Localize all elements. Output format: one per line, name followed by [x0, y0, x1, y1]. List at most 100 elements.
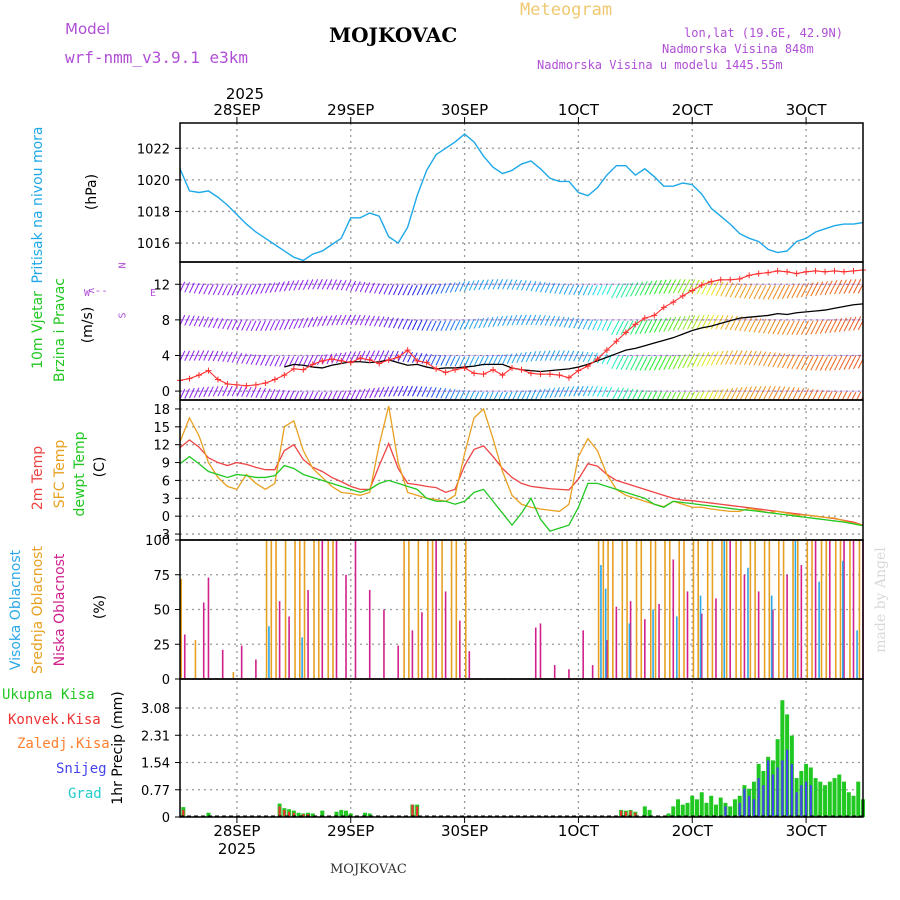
wind-barb-line [231, 319, 238, 331]
wind-barb-line [241, 353, 247, 364]
wind-barb-line [184, 388, 190, 399]
wind-barb-line [198, 387, 205, 398]
wind-barb-line [554, 387, 560, 398]
wind-barb-line [729, 315, 738, 331]
wind-barb-line [307, 355, 314, 366]
wind-barb-line [497, 315, 504, 327]
wind-gust-marker [841, 268, 848, 275]
precip-snow-bar [795, 792, 798, 817]
wind-barb-line [680, 391, 686, 400]
wind-barb-line [511, 279, 518, 290]
precip-total-bar [699, 792, 704, 817]
wind-barb-line [791, 283, 800, 299]
wind-barb-line [449, 389, 456, 400]
wind-barb-line [587, 385, 594, 397]
wind-barb-line [834, 355, 843, 371]
wind-barb-line [710, 351, 719, 366]
wind-barb-line [729, 350, 738, 365]
precip-snow-bar [752, 799, 756, 817]
precip-total-bar [846, 792, 851, 817]
legend-frozen-rain: Zaledj.Kisa [17, 736, 110, 752]
wind-barb-line [440, 355, 447, 366]
wind-barb-line [302, 279, 309, 290]
wind-barb-line [364, 282, 371, 293]
wind-barb-line [236, 284, 243, 296]
wind-barb-line [698, 390, 705, 400]
wind-barb-line [307, 317, 314, 328]
wind-barb-line [374, 387, 380, 398]
bottom-date-label: 28SEP [213, 822, 260, 840]
wind-barb-line [762, 385, 772, 400]
precip-total-bar [823, 785, 828, 817]
wind-barb-line [573, 386, 579, 397]
wind-barb-line [535, 314, 541, 326]
wind-barb-line [402, 318, 409, 330]
wind-barb-line [279, 356, 285, 367]
wind-barb-line [696, 352, 705, 367]
precip-total-bar [713, 804, 718, 817]
precip-conv-bar [182, 809, 185, 817]
panel-frame-precip [179, 678, 864, 818]
top-date-label: 3OCT [786, 101, 828, 119]
wind-barb-line [279, 319, 285, 331]
wind-barb-line [762, 351, 772, 367]
wind-barb-line [631, 389, 639, 400]
wind-barb-line [521, 314, 527, 326]
wind-barb-line [449, 282, 456, 293]
wind-barb-line [369, 282, 375, 294]
wind-barb-line [402, 285, 409, 296]
wind-barb-line [587, 285, 594, 296]
wind-barb-line [193, 387, 200, 398]
precip-total-bar [851, 795, 856, 817]
wind-gust-marker [518, 366, 525, 373]
pressure-series-line [179, 133, 864, 262]
top-date-label: 1OCT [558, 101, 600, 119]
wind-gust-marker [689, 287, 696, 294]
wind-barb-line [651, 391, 658, 400]
wind-barb-line [767, 319, 776, 334]
wind-gust-marker [803, 268, 810, 275]
wind-barb-line [596, 320, 603, 331]
wind-barb-line [682, 353, 691, 369]
wind-barb-line [440, 320, 447, 332]
wind-barb-line [293, 280, 300, 291]
precip-total-bar [856, 781, 861, 817]
wind-barb-line [658, 317, 667, 333]
wind-barb-line [606, 284, 613, 295]
wind-barb-line [720, 350, 729, 365]
wind-barb-line [824, 356, 833, 371]
cloud-tick-label: 0 [162, 673, 170, 688]
wind-barb-line [440, 388, 447, 399]
wind-barb-line [715, 350, 724, 366]
wind-barb-line [506, 353, 513, 364]
wind-barb-line [691, 352, 700, 368]
wind-barb-line [848, 355, 857, 370]
wind-barb-line [226, 385, 233, 397]
wind-barb-line [426, 386, 432, 398]
wind-barb-line [611, 320, 620, 336]
wind-barb-line [812, 389, 819, 400]
wind-barb-line [364, 388, 371, 399]
wind-barb-line [321, 315, 328, 327]
wind-barb-line [222, 284, 228, 296]
wind-barb-line [326, 279, 333, 290]
wind-gust-marker [385, 356, 392, 363]
precip-total-bar [344, 810, 349, 817]
wind-barb-line [212, 317, 219, 329]
precip-total-bar [813, 778, 818, 817]
wind-barb-line [530, 351, 537, 362]
wind-barb-line [511, 352, 518, 364]
precip-tick-label: 3.08 [141, 702, 170, 717]
temp-tick-label: -3 [157, 528, 170, 543]
wind-gust-marker [300, 366, 307, 373]
wind-barb-line [383, 350, 390, 361]
wind-barb-line [345, 314, 352, 326]
wind-barb-line [848, 316, 857, 332]
wind-barb-line [634, 319, 643, 335]
wind-barb-line [302, 355, 309, 367]
wind-barb-line [269, 320, 276, 331]
wind-barb-line [853, 316, 862, 331]
wind-gust-marker [414, 357, 421, 364]
wind-barb-line [407, 352, 413, 363]
wind-barb-line [558, 283, 565, 295]
